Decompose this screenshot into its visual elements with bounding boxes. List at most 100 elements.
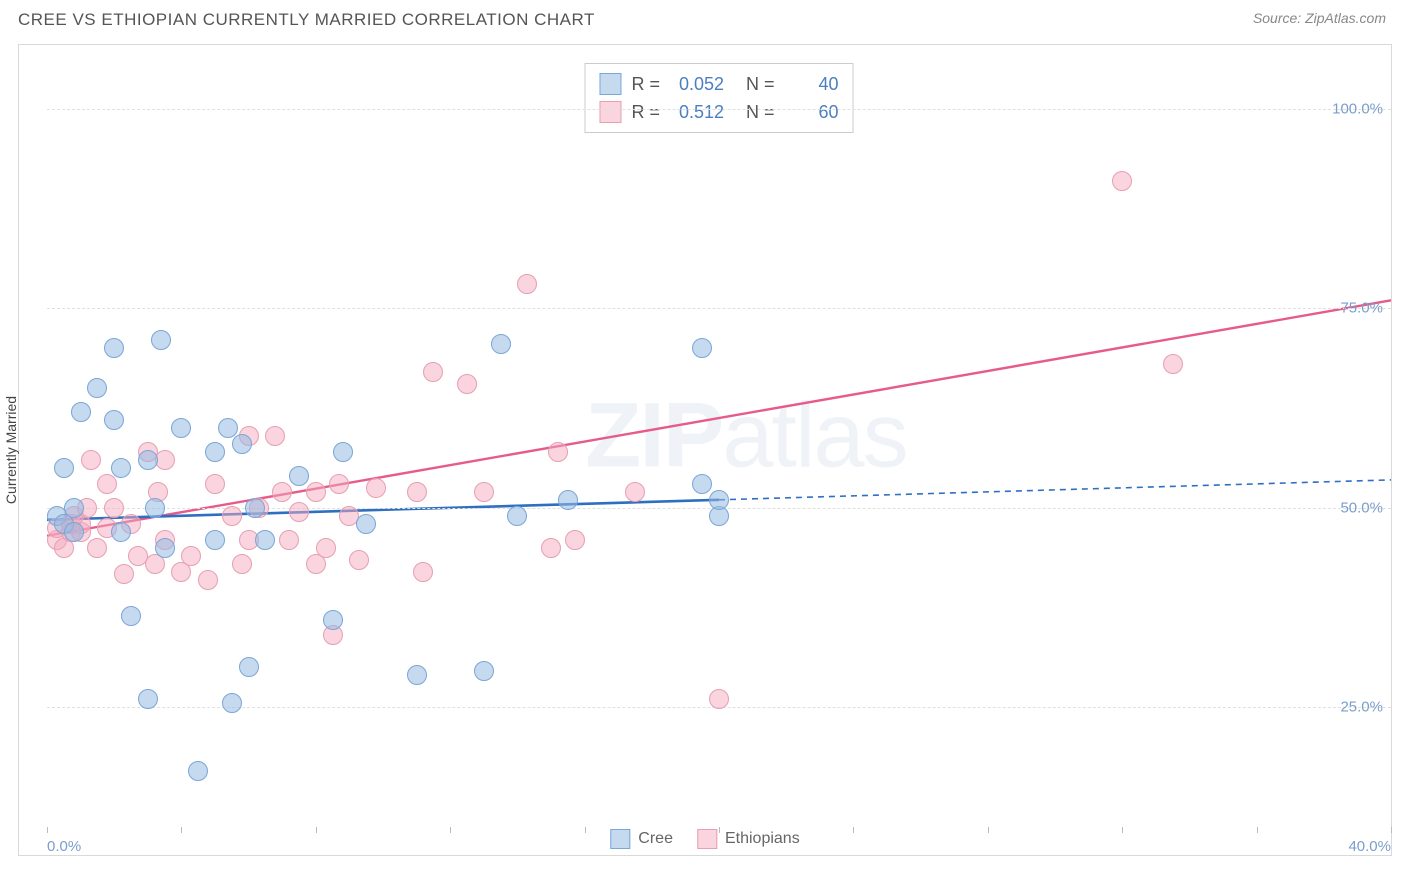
scatter-point-ethiopians (474, 482, 494, 502)
x-tick (585, 827, 586, 833)
scatter-point-cree (245, 498, 265, 518)
scatter-point-cree (232, 434, 252, 454)
scatter-point-ethiopians (232, 554, 252, 574)
scatter-point-ethiopians (329, 474, 349, 494)
blue-swatch-icon (599, 73, 621, 95)
chart-source: Source: ZipAtlas.com (1253, 10, 1386, 26)
y-gridline (47, 109, 1391, 110)
scatter-point-cree (222, 693, 242, 713)
scatter-point-cree (145, 498, 165, 518)
watermark: ZIPatlas (585, 384, 906, 489)
scatter-point-ethiopians (349, 550, 369, 570)
scatter-point-ethiopians (265, 426, 285, 446)
y-tick-label: 75.0% (1340, 300, 1383, 317)
plot-outer-frame: Currently Married ZIPatlas R =0.052N =40… (18, 44, 1392, 856)
scatter-point-cree (558, 490, 578, 510)
stats-legend-row: R = 0.052 N = 40 (599, 70, 838, 98)
scatter-point-cree (239, 657, 259, 677)
scatter-point-cree (205, 530, 225, 550)
pink-swatch-icon (599, 101, 621, 123)
x-tick (988, 827, 989, 833)
scatter-point-cree (111, 458, 131, 478)
scatter-point-ethiopians (97, 474, 117, 494)
scatter-point-ethiopians (517, 274, 537, 294)
y-tick-label: 100.0% (1332, 100, 1383, 117)
chart-title: CREE VS ETHIOPIAN CURRENTLY MARRIED CORR… (18, 10, 595, 30)
scatter-point-cree (474, 661, 494, 681)
scatter-point-cree (323, 610, 343, 630)
scatter-point-ethiopians (709, 689, 729, 709)
series-legend-label: Ethiopians (725, 830, 800, 848)
scatter-point-ethiopians (222, 506, 242, 526)
scatter-point-ethiopians (407, 482, 427, 502)
stats-legend-row: R = 0.512 N = 60 (599, 98, 838, 126)
y-tick-label: 50.0% (1340, 499, 1383, 516)
scatter-point-cree (71, 402, 91, 422)
chart-header: CREE VS ETHIOPIAN CURRENTLY MARRIED CORR… (0, 0, 1406, 50)
x-tick (853, 827, 854, 833)
scatter-point-ethiopians (1163, 354, 1183, 374)
scatter-point-ethiopians (181, 546, 201, 566)
scatter-point-ethiopians (198, 570, 218, 590)
x-tick (1122, 827, 1123, 833)
x-tick (181, 827, 182, 833)
scatter-point-ethiopians (87, 538, 107, 558)
r-value: 0.052 (670, 74, 724, 95)
scatter-point-cree (289, 466, 309, 486)
y-gridline (47, 308, 1391, 309)
n-label: N = (746, 74, 775, 95)
scatter-point-cree (64, 522, 84, 542)
pink-swatch-icon (697, 829, 717, 849)
series-legend-item: Ethiopians (697, 829, 800, 849)
x-tick (450, 827, 451, 833)
scatter-point-cree (155, 538, 175, 558)
r-label: R = (631, 102, 660, 123)
scatter-point-ethiopians (205, 474, 225, 494)
stats-legend: R = 0.052 N = 40 R = 0.512 N = 60 (584, 63, 853, 133)
n-value: 40 (785, 74, 839, 95)
x-tick (316, 827, 317, 833)
scatter-point-cree (692, 474, 712, 494)
scatter-point-cree (407, 665, 427, 685)
scatter-point-ethiopians (541, 538, 561, 558)
r-value: 0.512 (670, 102, 724, 123)
scatter-point-cree (188, 761, 208, 781)
scatter-point-cree (205, 442, 225, 462)
x-tick (1391, 827, 1392, 833)
scatter-point-cree (255, 530, 275, 550)
scatter-point-cree (356, 514, 376, 534)
scatter-plot-area: ZIPatlas R = 0.052 N = 40 R = 0.512 N = 60 25.0… (47, 45, 1391, 827)
scatter-point-cree (54, 458, 74, 478)
series-legend-label: Cree (638, 830, 673, 848)
scatter-point-cree (64, 498, 84, 518)
n-value: 60 (785, 102, 839, 123)
scatter-point-ethiopians (272, 482, 292, 502)
n-label: N = (746, 102, 775, 123)
r-label: R = (631, 74, 660, 95)
series-legend-item: Cree (610, 829, 673, 849)
scatter-point-ethiopians (114, 564, 134, 584)
scatter-point-ethiopians (565, 530, 585, 550)
scatter-point-cree (111, 522, 131, 542)
y-tick-label: 25.0% (1340, 699, 1383, 716)
series-legend: Cree Ethiopians (610, 829, 799, 849)
x-tick (47, 827, 48, 833)
scatter-point-cree (104, 338, 124, 358)
scatter-point-cree (138, 689, 158, 709)
scatter-point-ethiopians (316, 538, 336, 558)
x-tick-label: 40.0% (1348, 838, 1391, 855)
blue-swatch-icon (610, 829, 630, 849)
scatter-point-ethiopians (289, 502, 309, 522)
scatter-point-cree (104, 410, 124, 430)
scatter-point-ethiopians (413, 562, 433, 582)
x-tick-label: 0.0% (47, 838, 81, 855)
scatter-point-cree (709, 490, 729, 510)
scatter-point-ethiopians (366, 478, 386, 498)
scatter-point-ethiopians (279, 530, 299, 550)
scatter-point-cree (692, 338, 712, 358)
scatter-point-cree (491, 334, 511, 354)
scatter-point-cree (171, 418, 191, 438)
scatter-point-cree (507, 506, 527, 526)
scatter-point-ethiopians (81, 450, 101, 470)
scatter-point-ethiopians (457, 374, 477, 394)
